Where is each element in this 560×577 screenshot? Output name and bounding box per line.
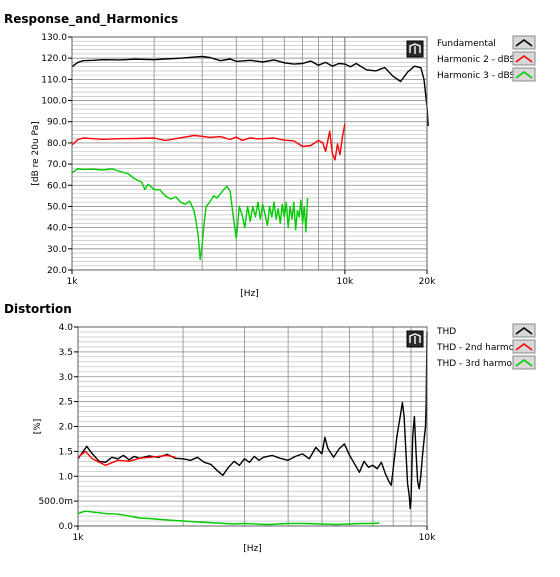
y-tick-label: 50.0 (47, 202, 67, 212)
y-tick-label: 3.5 (59, 348, 73, 358)
series-line-0 (71, 55, 429, 127)
x-tick-label: 20k (419, 277, 436, 287)
y-tick-label: 500.0m (38, 497, 73, 507)
legend-swatch[interactable] (512, 339, 536, 354)
y-tick-label: 80.0 (47, 139, 67, 149)
y-tick-label: 60.0 (47, 181, 67, 191)
chart-0: 130.0 120.0 110.0 100.0 90.0 80.0 70.0 60.0 50.0… (31, 33, 536, 299)
y-axis-label: [dB re 20u Pa] (31, 121, 41, 185)
chart-1: 4.0 3.5 3.0 2.5 2.0 1.5 1.0 500.0m 0.01k 10k [Hz] [… (33, 323, 536, 554)
series-line-2 (71, 168, 309, 261)
series-line-2 (77, 510, 380, 526)
series-line-1 (71, 123, 346, 161)
legend-label: THD (436, 327, 456, 337)
y-tick-label: 120.0 (41, 54, 67, 64)
y-tick-label: 1.0 (59, 472, 74, 482)
plot-cursor-icon[interactable] (406, 40, 424, 58)
legend-swatch[interactable] (512, 355, 536, 370)
x-tick-label: 10k (419, 533, 436, 543)
response-chart-title: Response_and_Harmonics (4, 12, 179, 26)
y-tick-label: 3.0 (59, 373, 74, 383)
y-tick-label: 110.0 (41, 75, 67, 85)
y-tick-label: 70.0 (47, 160, 67, 170)
legend-swatch[interactable] (512, 35, 536, 50)
y-tick-label: 1.5 (59, 447, 73, 457)
y-tick-label: 2.5 (59, 398, 73, 408)
x-tick-label: 10k (337, 277, 354, 287)
plot-area (72, 37, 427, 270)
y-tick-label: 130.0 (41, 33, 67, 43)
legend-swatch[interactable] (512, 323, 536, 338)
y-axis-label: [%] (33, 419, 43, 435)
y-tick-label: 4.0 (59, 323, 74, 333)
y-tick-label: 0.0 (59, 522, 74, 532)
distortion-chart-title: Distortion (4, 302, 72, 316)
y-tick-label: 100.0 (41, 97, 67, 107)
x-axis-label: [Hz] (240, 289, 259, 299)
y-tick-label: 2.0 (59, 423, 74, 433)
y-tick-label: 40.0 (47, 224, 67, 234)
y-tick-label: 90.0 (47, 118, 67, 128)
x-axis-label: [Hz] (243, 544, 262, 554)
legend-swatch[interactable] (512, 67, 536, 82)
legend-label: THD - 2nd harmonic (436, 343, 527, 353)
plot-cursor-icon[interactable] (406, 330, 424, 348)
legend-label: THD - 3rd harmonic (436, 359, 525, 369)
y-tick-label: 30.0 (47, 245, 67, 255)
legend-label: Fundamental (437, 39, 496, 49)
x-tick-label: 1k (67, 277, 79, 287)
legend-swatch[interactable] (512, 51, 536, 66)
x-tick-label: 1k (73, 533, 85, 543)
series-line-1 (77, 450, 176, 466)
legend-label: Harmonic 2 - dBSPL (437, 55, 526, 65)
legend-label: Harmonic 3 - dBSPL (437, 71, 526, 81)
y-tick-label: 20.0 (47, 266, 67, 276)
plot-frame (71, 36, 428, 271)
